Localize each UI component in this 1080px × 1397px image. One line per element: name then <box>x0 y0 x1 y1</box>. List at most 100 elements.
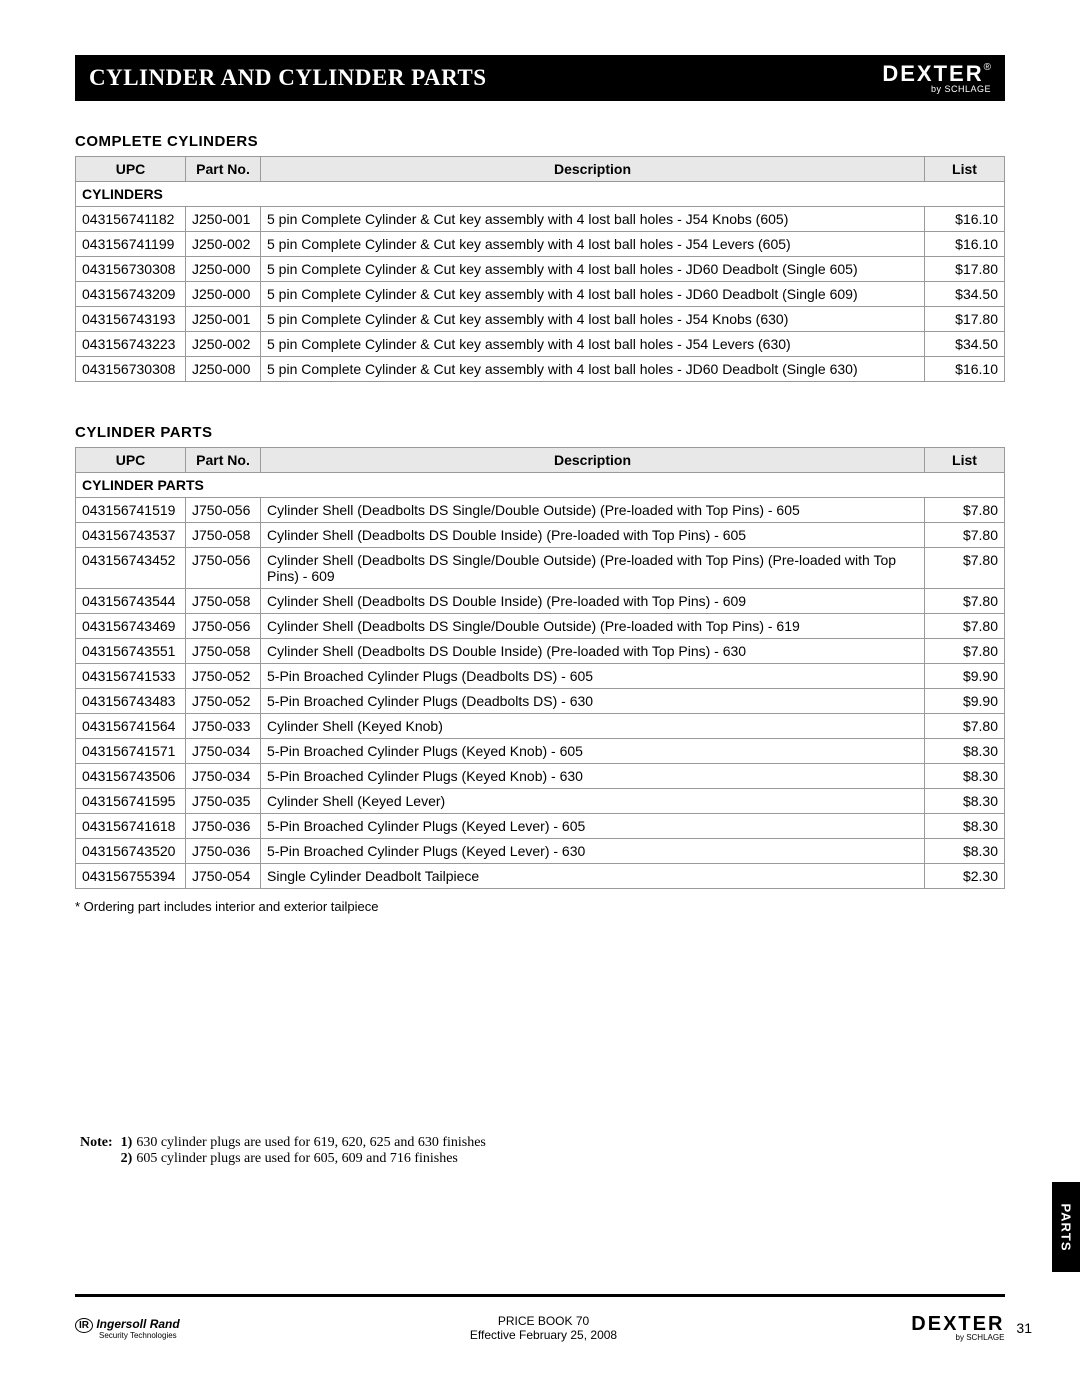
cell-desc: Cylinder Shell (Keyed Knob) <box>261 714 925 739</box>
cell-list: $7.80 <box>925 589 1005 614</box>
cell-upc: 043156730308 <box>76 257 186 282</box>
complete-cylinders-table: UPC Part No. Description List CYLINDERS … <box>75 156 1005 382</box>
table-row: 043156741571J750-0345-Pin Broached Cylin… <box>76 739 1005 764</box>
section-title-cylinder-parts: CYLINDER PARTS <box>75 424 1005 441</box>
cell-list: $16.10 <box>925 357 1005 382</box>
cell-desc: 5 pin Complete Cylinder & Cut key assemb… <box>261 307 925 332</box>
cell-upc: 043156741595 <box>76 789 186 814</box>
cell-upc: 043156755394 <box>76 864 186 889</box>
cell-list: $7.80 <box>925 639 1005 664</box>
cell-upc: 043156743223 <box>76 332 186 357</box>
cell-desc: 5-Pin Broached Cylinder Plugs (Keyed Lev… <box>261 839 925 864</box>
col-list: List <box>925 157 1005 182</box>
brand-name: DEXTER <box>882 61 983 86</box>
cell-desc: Cylinder Shell (Deadbolts DS Single/Doub… <box>261 498 925 523</box>
cell-part: J250-002 <box>186 232 261 257</box>
col-part: Part No. <box>186 448 261 473</box>
table-row: 043156743506J750-0345-Pin Broached Cylin… <box>76 764 1005 789</box>
cell-list: $8.30 <box>925 839 1005 864</box>
side-tab-parts: PARTS <box>1052 1182 1080 1272</box>
cell-list: $8.30 <box>925 739 1005 764</box>
table-row: 043156743483J750-0525-Pin Broached Cylin… <box>76 689 1005 714</box>
header-logo: DEXTER® by SCHLAGE <box>882 63 991 94</box>
notes-block: Note: 1) 630 cylinder plugs are used for… <box>80 1135 486 1167</box>
cell-part: J250-001 <box>186 207 261 232</box>
table-row: 043156743469J750-056Cylinder Shell (Dead… <box>76 614 1005 639</box>
cell-desc: 5-Pin Broached Cylinder Plugs (Deadbolts… <box>261 664 925 689</box>
note-2-num: 2) <box>121 1151 133 1166</box>
side-tab-label: PARTS <box>1059 1203 1074 1251</box>
note-1-num: 1) <box>121 1135 133 1150</box>
cell-desc: Cylinder Shell (Deadbolts DS Double Insi… <box>261 589 925 614</box>
cell-part: J750-033 <box>186 714 261 739</box>
cell-upc: 043156730308 <box>76 357 186 382</box>
cell-part: J750-058 <box>186 589 261 614</box>
cell-part: J750-036 <box>186 814 261 839</box>
table-row: 043156743537J750-058Cylinder Shell (Dead… <box>76 523 1005 548</box>
cell-list: $7.80 <box>925 614 1005 639</box>
cell-desc: 5-Pin Broached Cylinder Plugs (Deadbolts… <box>261 689 925 714</box>
col-list: List <box>925 448 1005 473</box>
footer-brand-sub: by SCHLAGE <box>911 1334 1004 1342</box>
cell-part: J750-058 <box>186 639 261 664</box>
cell-part: J250-000 <box>186 357 261 382</box>
table-row: 043156741618J750-0365-Pin Broached Cylin… <box>76 814 1005 839</box>
cell-list: $8.30 <box>925 764 1005 789</box>
cell-list: $7.80 <box>925 523 1005 548</box>
cell-part: J250-000 <box>186 282 261 307</box>
cell-desc: 5 pin Complete Cylinder & Cut key assemb… <box>261 232 925 257</box>
cell-part: J250-001 <box>186 307 261 332</box>
footer-left-logo: IR Ingersoll Rand Security Technologies <box>75 1317 255 1340</box>
cell-upc: 043156743209 <box>76 282 186 307</box>
table-row: 043156741182J250-0015 pin Complete Cylin… <box>76 207 1005 232</box>
table-row: 043156730308J250-0005 pin Complete Cylin… <box>76 257 1005 282</box>
cell-desc: Cylinder Shell (Deadbolts DS Double Insi… <box>261 523 925 548</box>
cell-part: J750-035 <box>186 789 261 814</box>
table-row: 043156755394J750-054Single Cylinder Dead… <box>76 864 1005 889</box>
cell-upc: 043156743452 <box>76 548 186 589</box>
cell-upc: 043156743483 <box>76 689 186 714</box>
table-row: 043156741533J750-0525-Pin Broached Cylin… <box>76 664 1005 689</box>
footer-rule <box>75 1294 1005 1297</box>
cell-upc: 043156741618 <box>76 814 186 839</box>
cell-desc: 5 pin Complete Cylinder & Cut key assemb… <box>261 257 925 282</box>
table-row: 043156741199J250-0025 pin Complete Cylin… <box>76 232 1005 257</box>
cell-desc: 5 pin Complete Cylinder & Cut key assemb… <box>261 282 925 307</box>
brand-subtitle: by SCHLAGE <box>882 85 991 94</box>
cell-desc: 5-Pin Broached Cylinder Plugs (Keyed Kno… <box>261 739 925 764</box>
table-row: 043156743223J250-0025 pin Complete Cylin… <box>76 332 1005 357</box>
cell-list: $17.80 <box>925 257 1005 282</box>
cell-upc: 043156741564 <box>76 714 186 739</box>
cell-list: $7.80 <box>925 548 1005 589</box>
col-part: Part No. <box>186 157 261 182</box>
cell-list: $9.90 <box>925 689 1005 714</box>
table-row: 043156743551J750-058Cylinder Shell (Dead… <box>76 639 1005 664</box>
cell-part: J750-052 <box>186 664 261 689</box>
note-1-text: 630 cylinder plugs are used for 619, 620… <box>136 1135 486 1151</box>
col-upc: UPC <box>76 157 186 182</box>
ordering-footnote: * Ordering part includes interior and ex… <box>75 899 1005 914</box>
cell-desc: Cylinder Shell (Deadbolts DS Single/Doub… <box>261 614 925 639</box>
cell-upc: 043156743469 <box>76 614 186 639</box>
footer-brand-sub: Security Technologies <box>99 1331 255 1340</box>
cell-upc: 043156743544 <box>76 589 186 614</box>
cell-desc: 5 pin Complete Cylinder & Cut key assemb… <box>261 207 925 232</box>
cell-list: $7.80 <box>925 498 1005 523</box>
table-row: 043156743544J750-058Cylinder Shell (Dead… <box>76 589 1005 614</box>
cell-part: J750-034 <box>186 764 261 789</box>
cell-list: $8.30 <box>925 789 1005 814</box>
cell-upc: 043156743551 <box>76 639 186 664</box>
cell-upc: 043156743193 <box>76 307 186 332</box>
cell-list: $2.30 <box>925 864 1005 889</box>
subheader-cylinders: CYLINDERS <box>76 182 1005 207</box>
table-row: 043156743209J250-0005 pin Complete Cylin… <box>76 282 1005 307</box>
cell-list: $34.50 <box>925 282 1005 307</box>
table-row: 043156743452J750-056Cylinder Shell (Dead… <box>76 548 1005 589</box>
cell-upc: 043156741182 <box>76 207 186 232</box>
table-row: 043156730308J250-0005 pin Complete Cylin… <box>76 357 1005 382</box>
cell-list: $16.10 <box>925 207 1005 232</box>
cell-part: J750-052 <box>186 689 261 714</box>
footer-brand-name: DEXTER <box>911 1313 1004 1335</box>
cell-upc: 043156741199 <box>76 232 186 257</box>
cell-desc: Cylinder Shell (Deadbolts DS Single/Doub… <box>261 548 925 589</box>
